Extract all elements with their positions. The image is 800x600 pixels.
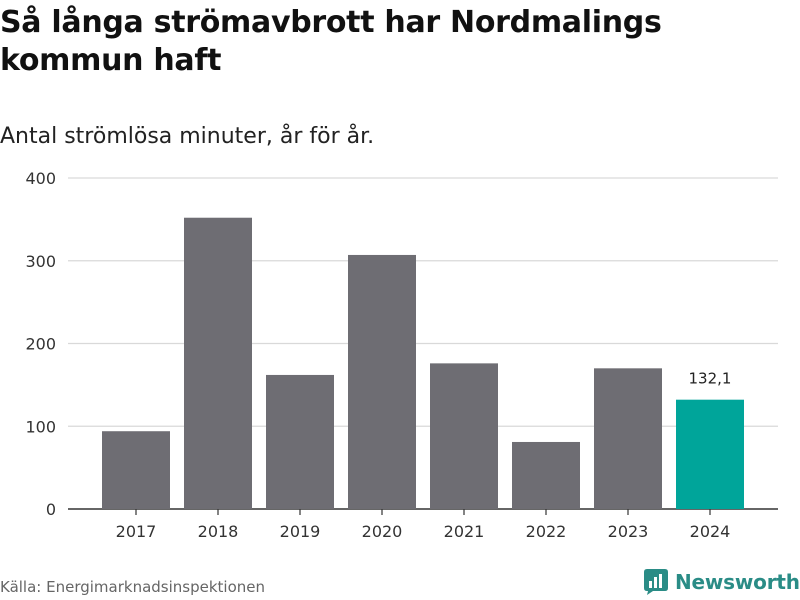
chart-subtitle: Antal strömlösa minuter, år för år. xyxy=(0,124,375,149)
bar-2021 xyxy=(430,363,498,509)
source-note: Källa: Energimarknadsinspektionen xyxy=(0,578,266,596)
brand-logo: Newsworthy xyxy=(643,568,800,596)
bar-2017 xyxy=(102,431,170,509)
bars xyxy=(102,217,744,509)
brand-name: Newsworthy xyxy=(675,570,800,594)
newsworthy-logo-icon xyxy=(644,569,668,595)
data-labels: 132,1 xyxy=(689,370,732,388)
x-tick-label-2020: 2020 xyxy=(362,522,403,541)
x-tick-label-2024: 2024 xyxy=(690,522,731,541)
chart-title: Så långa strömavbrott har Nordmalings ko… xyxy=(0,5,662,78)
y-axis-ticks: 0 100 200 300 400 xyxy=(25,169,56,519)
x-tick-label-2021: 2021 xyxy=(444,522,485,541)
y-tick-label-400: 400 xyxy=(25,169,56,188)
bar-2024 xyxy=(676,399,744,509)
x-tick-label-2017: 2017 xyxy=(116,522,157,541)
bar-2022 xyxy=(512,441,580,509)
x-tick-label-2018: 2018 xyxy=(198,522,239,541)
bar-2020 xyxy=(348,254,416,509)
x-tick-label-2022: 2022 xyxy=(526,522,567,541)
x-tick-label-2019: 2019 xyxy=(280,522,321,541)
x-axis-ticks: 2017 2018 2019 2020 2021 2022 2023 2024 xyxy=(116,509,731,541)
y-tick-label-200: 200 xyxy=(25,335,56,354)
bar-2019 xyxy=(266,374,334,509)
bar-2018 xyxy=(184,217,252,509)
x-tick-label-2023: 2023 xyxy=(608,522,649,541)
y-tick-label-100: 100 xyxy=(25,417,56,436)
bar-2023 xyxy=(594,368,662,509)
data-label-2024: 132,1 xyxy=(689,370,732,388)
gridlines xyxy=(68,177,778,510)
y-tick-label-300: 300 xyxy=(25,252,56,271)
y-tick-label-0: 0 xyxy=(46,500,56,519)
